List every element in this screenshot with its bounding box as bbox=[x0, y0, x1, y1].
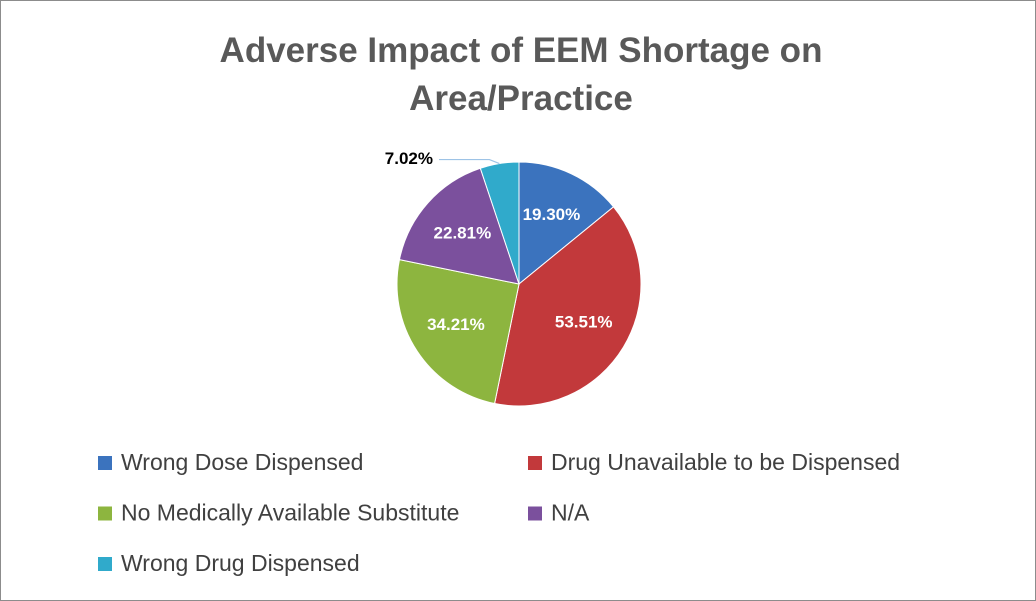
data-label: 19.30% bbox=[523, 205, 581, 224]
pie-slice bbox=[518, 161, 615, 286]
legend-swatch bbox=[528, 506, 542, 521]
legend-label: Wrong Dose Dispensed bbox=[121, 449, 363, 475]
legend-swatch bbox=[98, 456, 112, 470]
pie-slice bbox=[396, 259, 520, 405]
legend-label: No Medically Available Substitute bbox=[121, 500, 459, 526]
data-label: 34.21% bbox=[427, 315, 485, 334]
legend-swatch bbox=[98, 506, 112, 521]
legend-label: Wrong Drug Dispensed bbox=[121, 550, 360, 576]
pie-slice bbox=[398, 167, 520, 285]
legend-swatch bbox=[98, 557, 112, 571]
leader-line bbox=[439, 158, 500, 165]
data-label: 53.51% bbox=[555, 313, 613, 332]
data-label: 22.81% bbox=[434, 223, 492, 242]
data-label: 7.02% bbox=[385, 149, 433, 168]
legend-label: Drug Unavailable to be Dispensed bbox=[551, 449, 900, 475]
legend-label: N/A bbox=[551, 500, 590, 526]
pie-slice bbox=[479, 161, 520, 285]
legend-swatch bbox=[528, 456, 542, 470]
pie-slice bbox=[494, 206, 642, 407]
chart-title: Adverse Impact of EEM Shortage on Area/P… bbox=[219, 31, 823, 118]
